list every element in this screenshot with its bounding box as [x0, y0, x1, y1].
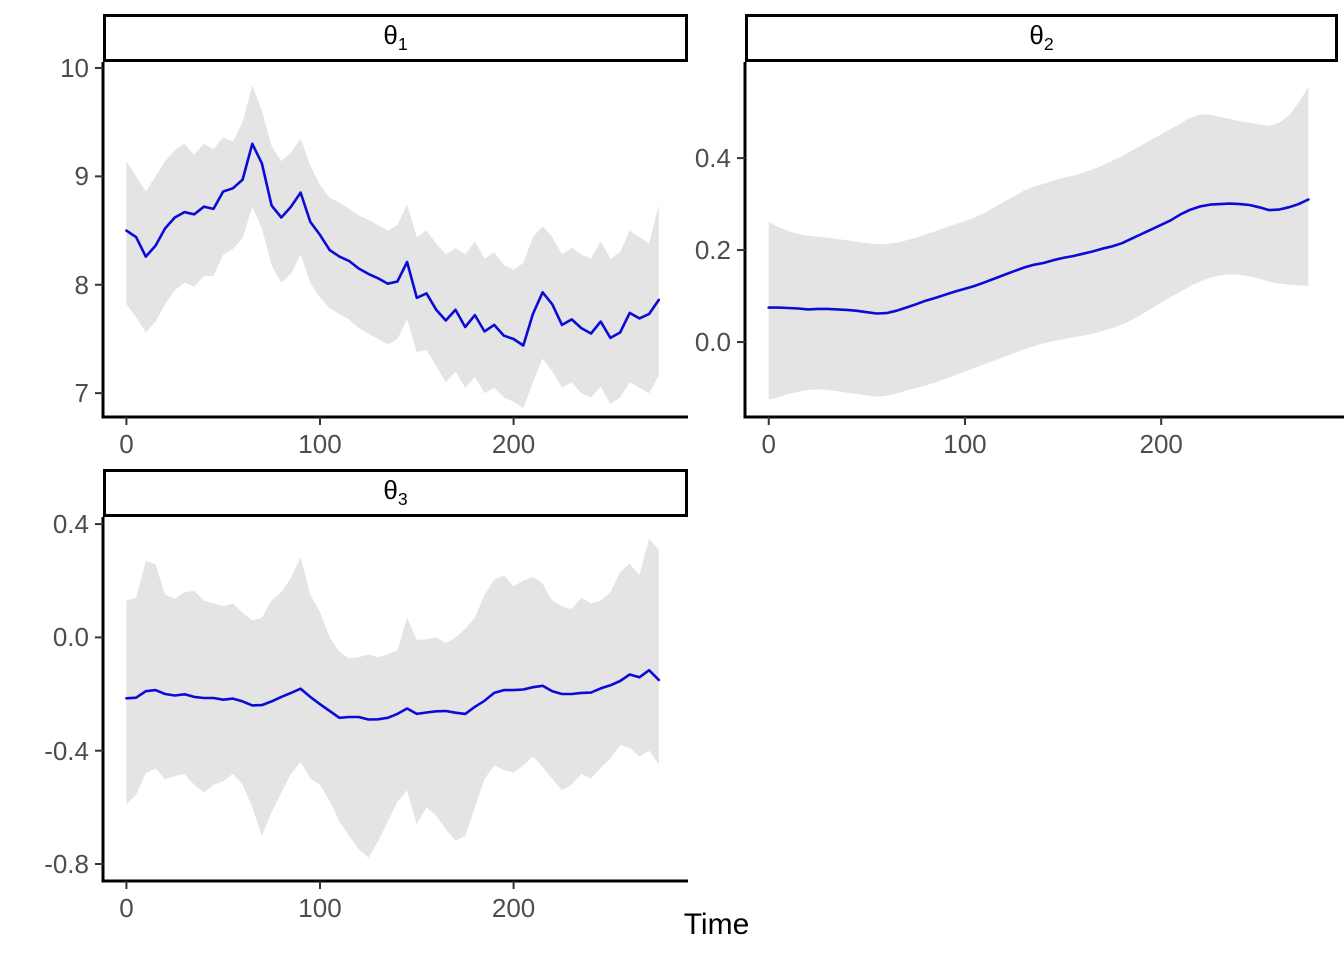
- x-tick-label: 100: [298, 893, 342, 923]
- posterior-mean-line: [125, 668, 661, 721]
- facet-strip-theta3: θ3: [103, 469, 688, 517]
- posterior-mean-line: [125, 142, 661, 347]
- y-tick-label: -0.8: [44, 849, 89, 879]
- y-tick-label: 0.4: [694, 143, 731, 174]
- posterior-mean-line: [767, 198, 1310, 315]
- x-tick-label: 200: [491, 893, 536, 923]
- facet-strip-theta1: θ1: [103, 14, 688, 62]
- credible-band-area: [126, 538, 659, 858]
- y-tick-label: 0.4: [52, 509, 89, 540]
- x-tick-label: 0: [119, 893, 134, 923]
- x-tick-label: 0: [761, 429, 776, 459]
- plot-area-theta3: [95, 517, 688, 889]
- credible-band-area: [126, 85, 659, 409]
- y-tick-label: -0.4: [44, 735, 89, 766]
- y-tick-label: 0.0: [52, 622, 89, 653]
- facet-title-theta2: θ2: [1029, 20, 1054, 55]
- x-tick-label: 0: [119, 429, 134, 459]
- x-axis-title: Time: [683, 908, 750, 941]
- facet-strip-theta2: θ2: [745, 14, 1338, 62]
- x-tick-label: 100: [298, 429, 342, 459]
- plot-area-theta1: [95, 62, 688, 425]
- plot-area-theta2: [737, 62, 1344, 425]
- y-tick-label: 0.2: [694, 235, 731, 266]
- y-tick-label: 10: [60, 52, 89, 83]
- credible-band-area: [768, 86, 1309, 400]
- x-tick-label: 200: [491, 429, 536, 459]
- x-tick-label: 100: [943, 429, 987, 459]
- facet-title-theta3: θ3: [383, 475, 408, 510]
- y-tick-label: 7: [74, 378, 89, 409]
- x-tick-label: 200: [1139, 429, 1183, 459]
- y-tick-label: 0.0: [694, 327, 731, 358]
- facet-title-theta1: θ1: [383, 20, 408, 55]
- y-tick-label: 8: [74, 269, 89, 300]
- y-tick-label: 9: [74, 161, 89, 192]
